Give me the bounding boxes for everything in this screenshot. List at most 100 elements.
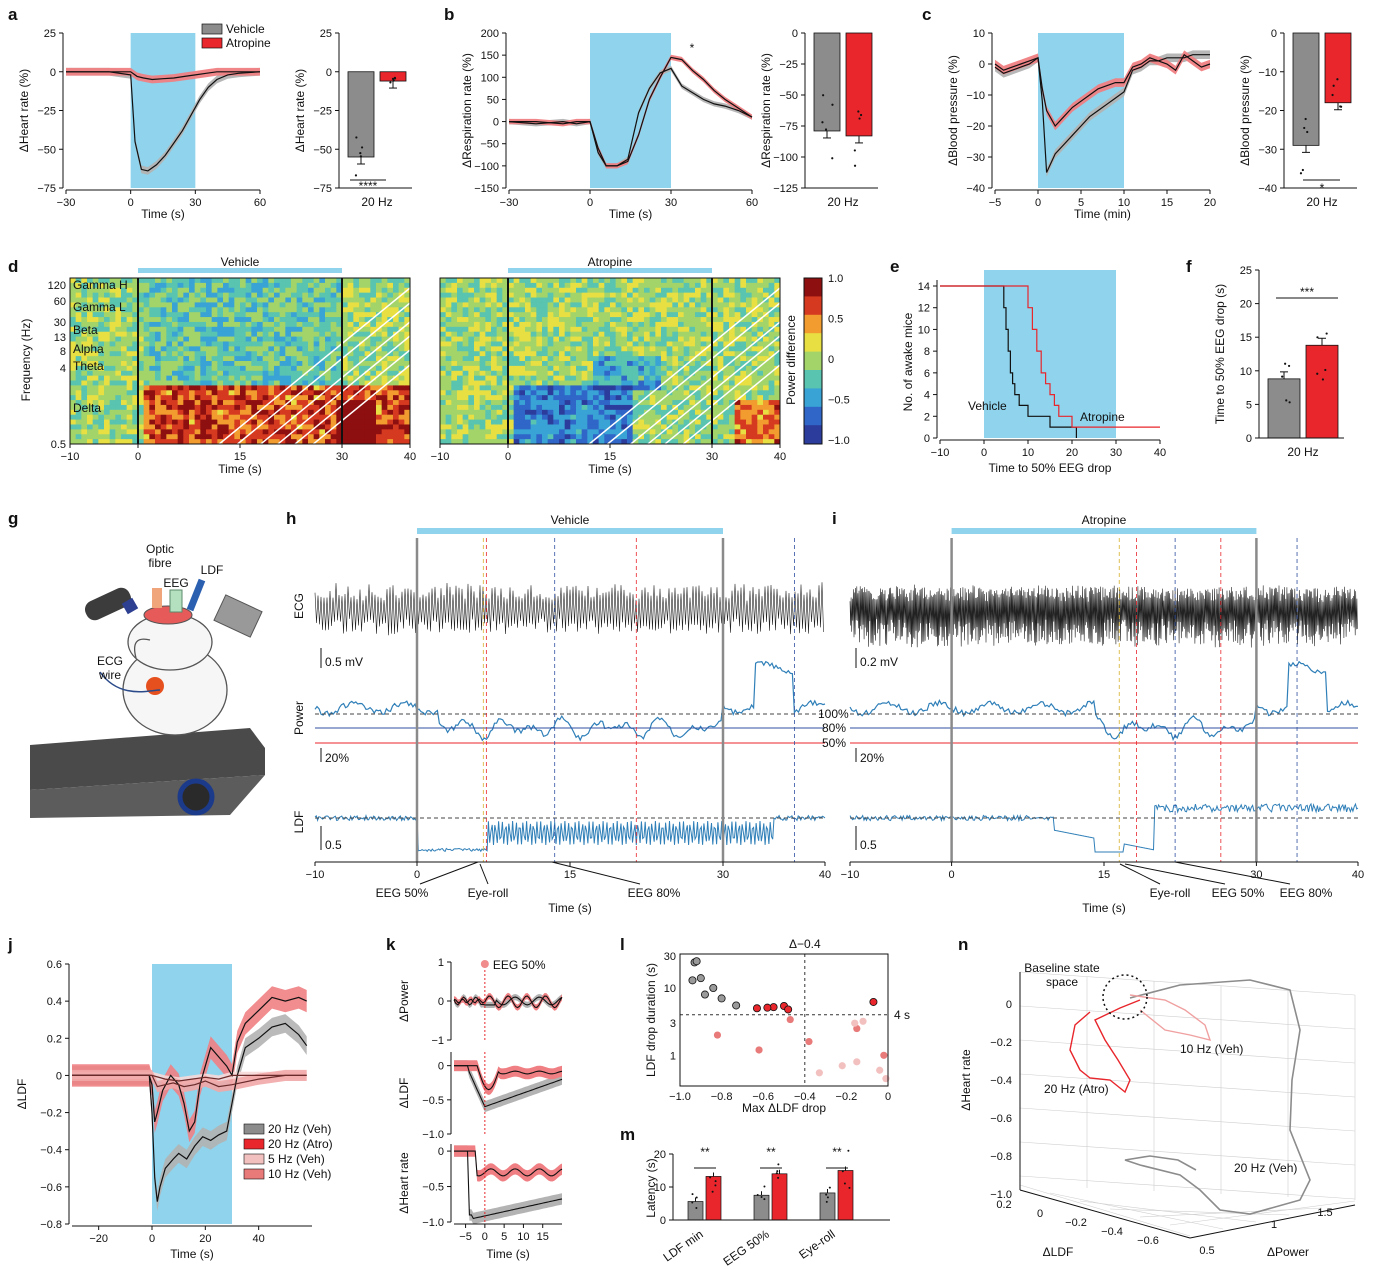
heatmap-cell bbox=[457, 336, 464, 342]
heatmap-cell bbox=[462, 429, 469, 435]
heatmap-cell bbox=[598, 336, 605, 342]
heatmap-cell bbox=[508, 419, 515, 425]
heatmap-cell bbox=[115, 317, 122, 323]
significance-stars: **** bbox=[359, 179, 378, 193]
b-y-tick-label: 200 bbox=[481, 28, 499, 40]
heatmap-cell bbox=[655, 307, 662, 313]
heatmap-cell bbox=[240, 282, 247, 289]
heatmap-cell bbox=[445, 326, 452, 333]
heatmap-cell bbox=[75, 292, 82, 299]
heatmap-cell bbox=[627, 424, 634, 430]
heatmap-cell bbox=[166, 282, 173, 289]
stimulation-period bbox=[590, 33, 671, 188]
heatmap-cell bbox=[257, 321, 264, 328]
heatmap-cell bbox=[285, 302, 292, 308]
heatmap-cell bbox=[451, 434, 458, 440]
heatmap-cell bbox=[559, 409, 566, 416]
heatmap-cell bbox=[121, 395, 128, 401]
heatmap-cell bbox=[468, 390, 475, 396]
heatmap-cell bbox=[245, 404, 252, 411]
heatmap-cell bbox=[615, 439, 622, 445]
heatmap-cell bbox=[313, 365, 320, 372]
heatmap-cell bbox=[245, 331, 252, 338]
heatmap-cell bbox=[587, 336, 594, 342]
heatmap-cell bbox=[774, 395, 781, 401]
heatmap-cell bbox=[672, 424, 679, 430]
heatmap-cell bbox=[508, 409, 515, 416]
heatmap-cell bbox=[457, 331, 464, 338]
heatmap-cell bbox=[700, 282, 707, 289]
heatmap-cell bbox=[513, 297, 520, 303]
heatmap-cell bbox=[98, 346, 105, 352]
significance-stars: ** bbox=[700, 1145, 710, 1159]
heatmap-cell bbox=[593, 404, 600, 411]
heatmap-cell bbox=[223, 414, 230, 421]
k-row-y-tick-label: 0 bbox=[438, 996, 444, 1008]
heatmap-cell bbox=[132, 297, 139, 303]
heatmap-cell bbox=[398, 385, 405, 391]
heatmap-cell bbox=[251, 351, 258, 357]
heatmap-cell bbox=[632, 424, 639, 430]
heatmap-cell bbox=[610, 341, 617, 347]
ldf-probe bbox=[169, 589, 183, 613]
heatmap-cell bbox=[723, 278, 730, 284]
heatmap-cell bbox=[138, 414, 145, 421]
heatmap-cell bbox=[610, 321, 617, 328]
heatmap-cell bbox=[576, 287, 583, 294]
heatmap-cell bbox=[462, 292, 469, 299]
heatmap-cell bbox=[347, 356, 354, 362]
heatmap-cell bbox=[457, 287, 464, 294]
heatmap-cell bbox=[262, 287, 269, 294]
heatmap-cell bbox=[98, 434, 105, 440]
n-z-tick-label: 1 bbox=[1271, 1219, 1277, 1231]
heatmap-cell bbox=[666, 365, 673, 372]
heatmap-cell bbox=[525, 424, 532, 430]
heatmap-cell bbox=[228, 278, 235, 284]
heatmap-cell bbox=[598, 361, 605, 367]
heatmap-cell bbox=[451, 390, 458, 396]
heatmap-cell bbox=[678, 424, 685, 430]
heatmap-cell bbox=[491, 312, 498, 318]
heatmap-cell bbox=[359, 419, 366, 425]
j-y-tick-label: 0.6 bbox=[47, 959, 62, 971]
heatmap-cell bbox=[75, 370, 82, 377]
heatmap-cell bbox=[257, 326, 264, 333]
heatmap-cell bbox=[183, 419, 190, 425]
heatmap-cell bbox=[746, 439, 753, 445]
heatmap-cell bbox=[143, 414, 150, 421]
data-point bbox=[763, 1198, 766, 1201]
heatmap-cell bbox=[251, 375, 258, 382]
event-label-eeg80: EEG 80% bbox=[628, 886, 681, 900]
heatmap-cell bbox=[251, 321, 258, 328]
heatmap-cell bbox=[126, 429, 133, 435]
heatmap-cell bbox=[138, 439, 145, 445]
heatmap-cell bbox=[587, 302, 594, 308]
heatmap-cell bbox=[245, 365, 252, 372]
heatmap-cell bbox=[672, 287, 679, 294]
heatmap-cell bbox=[672, 307, 679, 313]
heatmap-cell bbox=[279, 292, 286, 299]
heatmap-cell bbox=[632, 365, 639, 372]
heatmap-cell bbox=[598, 297, 605, 303]
heatmap-cell bbox=[695, 292, 702, 299]
heatmap-cell bbox=[87, 390, 94, 396]
heatmap-cell bbox=[296, 351, 303, 357]
heatmap-cell bbox=[223, 317, 230, 323]
heatmap-cell bbox=[104, 419, 111, 425]
heatmap-cell bbox=[115, 292, 122, 299]
heatmap-cell bbox=[251, 297, 258, 303]
heatmap-cell bbox=[666, 380, 673, 386]
heatmap-cell bbox=[376, 346, 383, 352]
heatmap-cell bbox=[632, 302, 639, 308]
heatmap-cell bbox=[223, 356, 230, 362]
heatmap-cell bbox=[308, 336, 315, 342]
heatmap-cell bbox=[149, 390, 156, 396]
heatmap-cell bbox=[138, 356, 145, 362]
heatmap-cell bbox=[593, 336, 600, 342]
heatmap-cell bbox=[308, 395, 315, 401]
heatmap-cell bbox=[683, 326, 690, 333]
heatmap-cell bbox=[268, 434, 275, 440]
heatmap-cell bbox=[632, 317, 639, 323]
heatmap-cell bbox=[530, 385, 537, 391]
heatmap-cell bbox=[768, 341, 775, 347]
